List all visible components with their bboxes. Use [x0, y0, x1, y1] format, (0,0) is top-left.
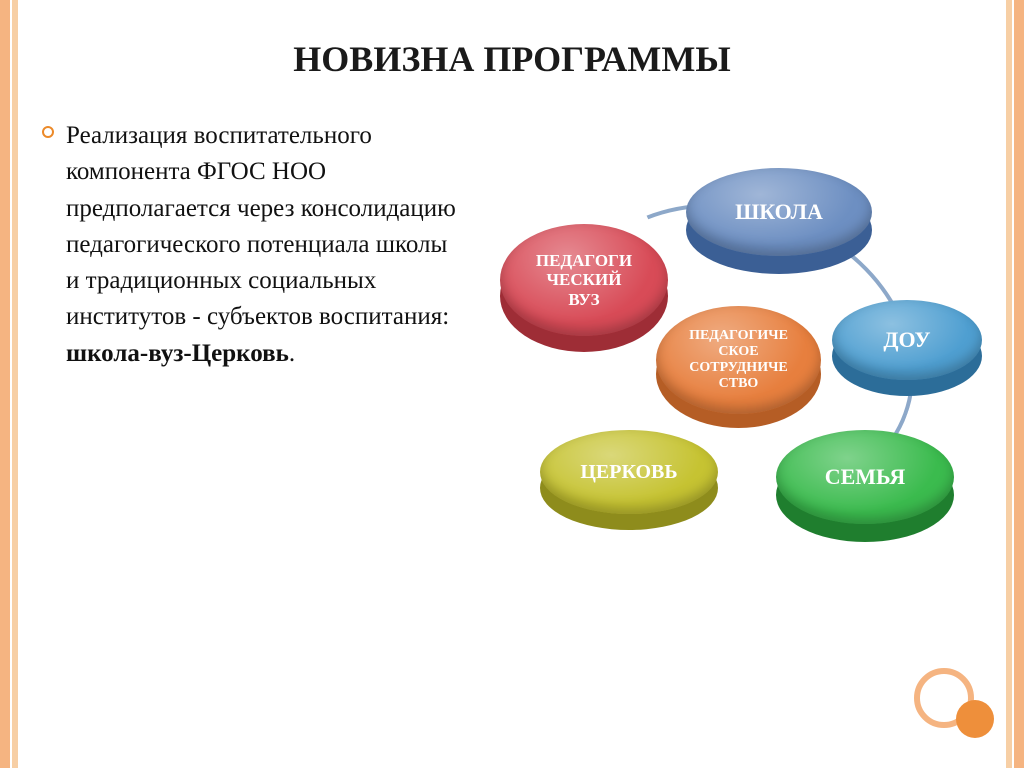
diagram-node-vuz: ПЕДАГОГИ ЧЕСКИЙ ВУЗ	[500, 224, 668, 336]
corner-circle-inner	[956, 700, 994, 738]
border-stripe	[1014, 0, 1024, 768]
slide-title: НОВИЗНА ПРОГРАММЫ	[0, 38, 1024, 80]
ellipse-label: ЦЕРКОВЬ	[574, 461, 683, 484]
diagram-node-dou: ДОУ	[832, 300, 982, 380]
diagram-node-school: ШКОЛА	[686, 168, 872, 256]
diagram-node-center: ПЕДАГОГИЧЕ СКОЕ СОТРУДНИЧЕ СТВО	[656, 306, 821, 414]
slide-border-left	[0, 0, 20, 768]
border-stripe	[1006, 0, 1012, 768]
body-text-punct: .	[289, 340, 295, 367]
border-stripe	[12, 0, 18, 768]
border-stripe	[0, 0, 10, 768]
slide-border-right	[1004, 0, 1024, 768]
ellipse-label: СЕМЬЯ	[819, 464, 912, 489]
cooperation-diagram: ПЕДАГОГИЧЕ СКОЕ СОТРУДНИЧЕ СТВО ШКОЛА ДОУ С…	[480, 130, 990, 570]
ellipse-label: ПЕДАГОГИЧЕ СКОЕ СОТРУДНИЧЕ СТВО	[683, 328, 794, 392]
ellipse-label: ПЕДАГОГИ ЧЕСКИЙ ВУЗ	[530, 251, 638, 310]
body-paragraph: Реализация воспитательного компонента ФГ…	[66, 118, 466, 372]
ellipse-label: ДОУ	[877, 327, 936, 352]
diagram-node-church: ЦЕРКОВЬ	[540, 430, 718, 514]
diagram-node-family: СЕМЬЯ	[776, 430, 954, 524]
body-text-main: Реализация воспитательного компонента ФГ…	[66, 122, 456, 330]
body-text-bold: школа-вуз-Церковь	[66, 340, 289, 367]
bullet-icon	[42, 126, 54, 138]
ellipse-label: ШКОЛА	[729, 199, 829, 224]
